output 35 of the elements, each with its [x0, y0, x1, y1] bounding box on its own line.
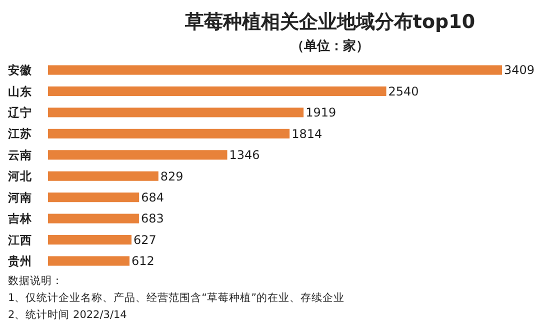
y-tick-label: 云南	[8, 148, 32, 162]
bar	[48, 214, 139, 224]
chart-subtitle: （单位：家）	[291, 38, 369, 54]
y-tick-label: 江苏	[7, 126, 32, 141]
y-tick-label: 河北	[7, 169, 33, 184]
text: 1、仅统计企业名称、产品、经营范围含“草莓种植”的在业、存续企业	[8, 291, 345, 304]
data-label: 627	[134, 232, 156, 247]
y-tick-label: 安徽	[8, 63, 33, 78]
bar	[48, 171, 158, 181]
bar	[48, 108, 304, 118]
bar	[48, 150, 228, 160]
data-label: 1919	[306, 106, 336, 120]
text: 数据说明：	[8, 275, 63, 287]
data-label: 612	[132, 254, 154, 268]
bar	[48, 234, 132, 245]
data-label: 829	[160, 169, 184, 184]
bar	[48, 256, 130, 266]
data-label: 683	[140, 212, 164, 226]
bar	[48, 65, 502, 75]
bar	[48, 128, 290, 138]
data-label: 1814	[292, 126, 322, 141]
y-tick-label: 河南	[7, 190, 32, 204]
data-label: 2540	[388, 84, 419, 98]
bar	[48, 86, 386, 96]
data-label: 684	[141, 190, 164, 205]
bar	[48, 192, 140, 202]
y-tick-label: 山东	[8, 84, 32, 98]
chart-title: 草莓种植相关企业地域分布top10	[184, 11, 476, 33]
data-label: 3409	[504, 63, 535, 78]
y-tick-label: 江西	[7, 232, 32, 247]
data-label: 1346	[229, 148, 260, 162]
y-tick-label: 辽宁	[7, 105, 32, 120]
text: 2、统计时间 2022/3/14	[8, 308, 128, 321]
y-tick-label: 贵州	[7, 254, 32, 268]
y-tick-label: 吉林	[7, 212, 33, 226]
